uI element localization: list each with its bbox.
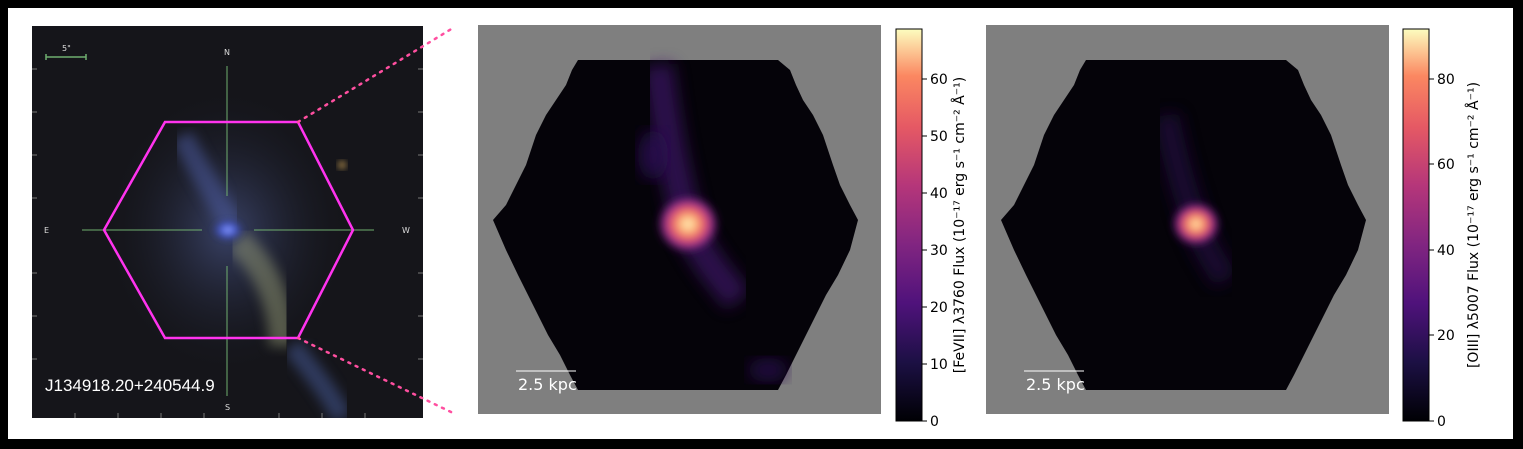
colorbar-tick: 40 bbox=[930, 186, 948, 202]
colorbar-tick: 0 bbox=[930, 414, 939, 429]
oiii-flux-map: 2.5 kpc bbox=[986, 25, 1389, 414]
ifu-hexagon-footprint bbox=[102, 120, 355, 340]
compass-south: S bbox=[225, 403, 230, 412]
image-edge-ticks bbox=[32, 68, 423, 418]
nucleus-emission bbox=[1171, 201, 1221, 247]
compass-north: N bbox=[224, 48, 230, 57]
companion-streak bbox=[284, 339, 352, 418]
object-name: J134918.20+240544.9 bbox=[45, 376, 215, 395]
fevii-colorbar: 0 10 20 30 40 50 60 [FeVII] λ3760 Flux (… bbox=[895, 28, 968, 429]
zoom-connectors bbox=[296, 26, 455, 415]
connector-bottom bbox=[296, 336, 455, 415]
colorbar-tick: 30 bbox=[930, 243, 948, 259]
crosshair bbox=[82, 66, 374, 396]
colorbar-ticks bbox=[1429, 78, 1434, 422]
scale-bar-label: 2.5 kpc bbox=[518, 375, 577, 394]
optical-image-panel: 5" N S E W J134918.20+240544.9 bbox=[32, 26, 423, 418]
nucleus-emission bbox=[656, 194, 720, 254]
colorbar-label: [OIII] λ5007 Flux (10⁻¹⁷ erg s⁻¹ cm⁻² Å⁻… bbox=[1465, 82, 1482, 368]
colorbar-tick: 10 bbox=[930, 357, 948, 373]
lower-knot bbox=[748, 358, 788, 382]
angular-scale-label: 5" bbox=[62, 44, 71, 53]
upper-knot bbox=[638, 130, 668, 180]
colorbar-ticks bbox=[922, 78, 927, 422]
colorbar-gradient bbox=[895, 28, 923, 422]
compass-east: E bbox=[44, 226, 49, 235]
galaxy-core bbox=[210, 217, 246, 243]
colorbar-tick: 20 bbox=[1437, 328, 1455, 344]
colorbar-tick: 20 bbox=[930, 300, 948, 316]
colorbar-gradient bbox=[1402, 28, 1430, 422]
fevii-flux-map: 2.5 kpc bbox=[478, 25, 881, 414]
background-star bbox=[337, 160, 347, 170]
colorbar-tick: 0 bbox=[1437, 414, 1446, 429]
colorbar-tick: 40 bbox=[1437, 243, 1455, 259]
scale-bar-label: 2.5 kpc bbox=[1026, 375, 1085, 394]
compass-west: W bbox=[402, 226, 410, 235]
colorbar-label: [FeVII] λ3760 Flux (10⁻¹⁷ erg s⁻¹ cm⁻² Å… bbox=[951, 77, 968, 373]
connector-top bbox=[296, 26, 455, 124]
colorbar-tick: 80 bbox=[1437, 72, 1455, 88]
oiii-colorbar: 0 20 40 60 80 [OIII] λ5007 Flux (10⁻¹⁷ e… bbox=[1402, 28, 1482, 429]
colorbar-tick: 60 bbox=[930, 72, 948, 88]
colorbar-tick: 60 bbox=[1437, 157, 1455, 173]
colorbar-tick: 50 bbox=[930, 129, 948, 145]
galaxy-arm-lower bbox=[228, 231, 295, 347]
figure-frame: 5" N S E W J134918.20+240544.9 bbox=[8, 8, 1513, 439]
angular-scale-bar: 5" bbox=[45, 44, 87, 60]
